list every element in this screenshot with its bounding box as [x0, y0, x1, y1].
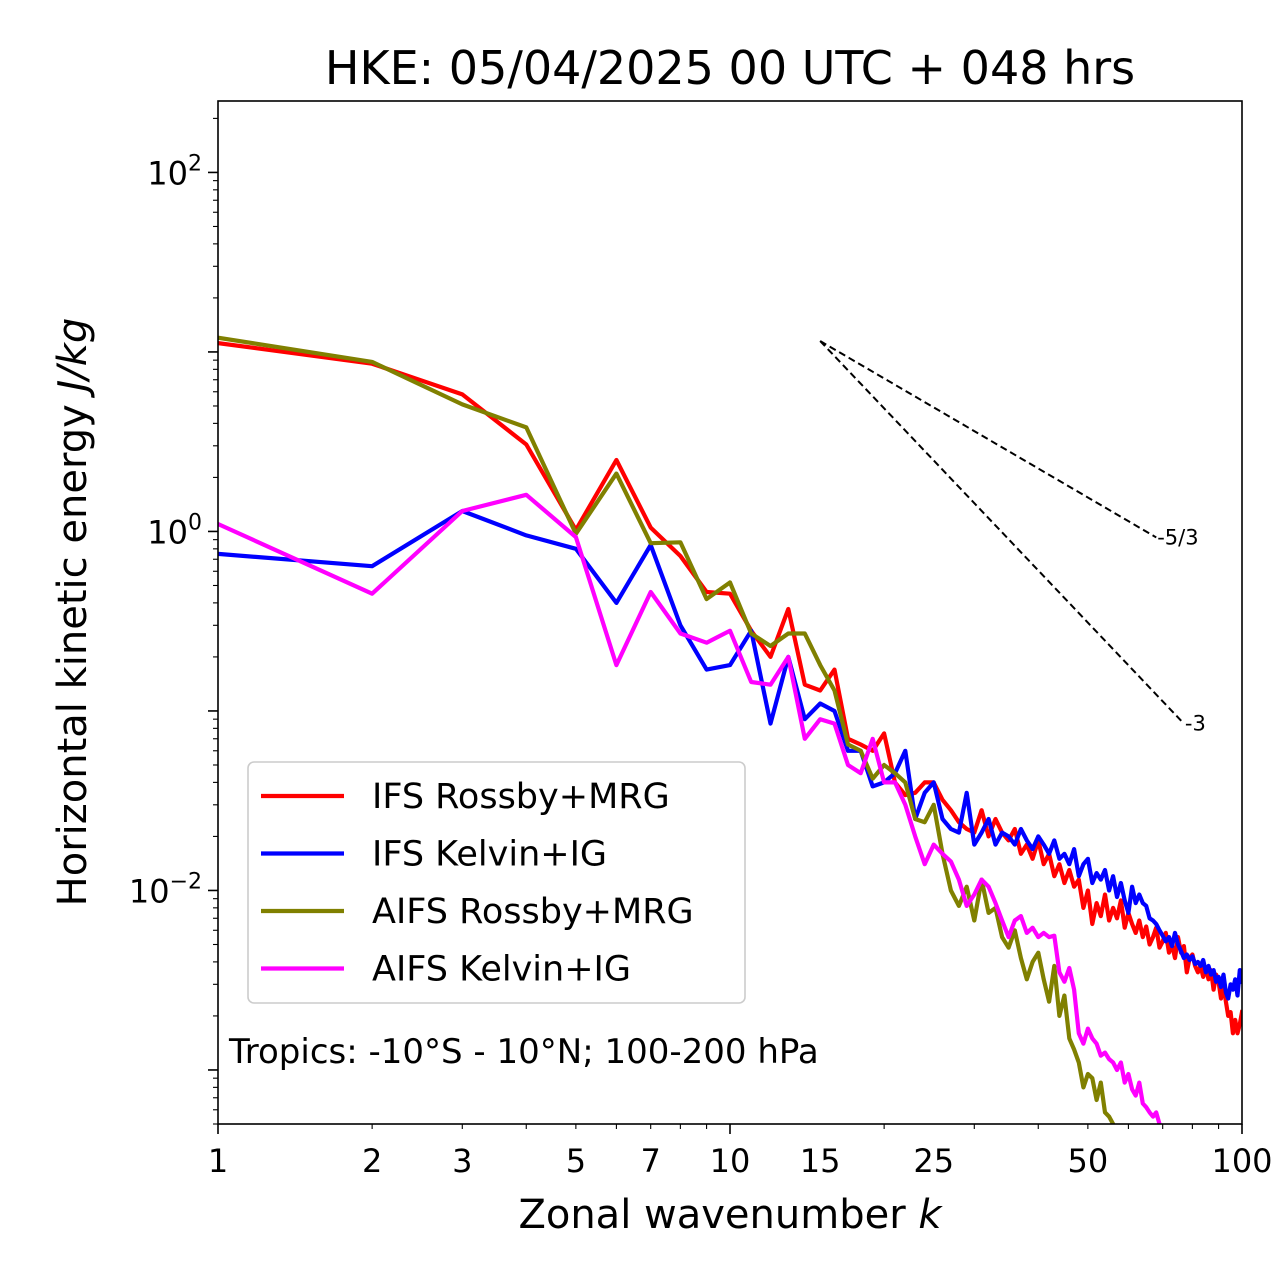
reference-slope-line	[819, 340, 1157, 539]
legend-box	[247, 761, 746, 1004]
y-axis-title: Horizontal kinetic energy J/kg	[50, 318, 96, 907]
x-tick-label: 7	[641, 1142, 661, 1180]
slope-label: -5/3	[1157, 525, 1198, 549]
y-tick-label: 100	[147, 510, 202, 551]
series-line-0	[218, 340, 1242, 1036]
x-tick-label: 1	[208, 1142, 228, 1180]
series-layer	[218, 335, 1242, 1124]
y-axis-label: Horizontal kinetic energy	[50, 404, 96, 906]
x-tick-label: 10	[710, 1142, 751, 1180]
x-tick-label: 25	[913, 1142, 954, 1180]
reference-slopes: -5/3 -3	[819, 340, 1206, 736]
region-annotation: Tropics: -10°S - 10°N; 100-200 hPa	[228, 1032, 819, 1072]
series-line-1	[218, 508, 1242, 1001]
legend: IFS Rossby+MRG IFS Kelvin+IG AIFS Rossby+M…	[247, 761, 746, 1004]
y-tick-label: 102	[147, 151, 202, 192]
x-axis: 1 2 3 5 7 10 15 25 50 100	[208, 1124, 1273, 1180]
reference-slope-line	[819, 340, 1185, 725]
x-tick-label: 5	[566, 1142, 586, 1180]
x-axis-title: Zonal wavenumber k	[518, 1192, 943, 1238]
chart-title: HKE: 05/04/2025 00 UTC + 048 hrs	[325, 41, 1135, 95]
x-tick-label: 50	[1068, 1142, 1109, 1180]
legend-label: AIFS Rossby+MRG	[372, 892, 694, 932]
x-tick-label: 100	[1211, 1142, 1272, 1180]
x-tick-label: 3	[452, 1142, 472, 1180]
y-tick-label: 10−2	[129, 869, 202, 910]
legend-label: AIFS Kelvin+IG	[372, 950, 631, 990]
x-axis-variable: k	[918, 1192, 943, 1238]
legend-label: IFS Kelvin+IG	[372, 835, 607, 875]
series-line-3	[218, 492, 1162, 1124]
x-tick-label: 2	[362, 1142, 382, 1180]
series-line-2	[218, 335, 1116, 1124]
x-axis-label: Zonal wavenumber	[518, 1192, 906, 1238]
legend-label: IFS Rossby+MRG	[372, 777, 670, 817]
slope-label: -3	[1185, 712, 1206, 736]
x-tick-label: 15	[800, 1142, 841, 1180]
y-axis: 10−2 100 102	[129, 117, 218, 1125]
y-axis-unit: J/kg	[50, 318, 96, 399]
